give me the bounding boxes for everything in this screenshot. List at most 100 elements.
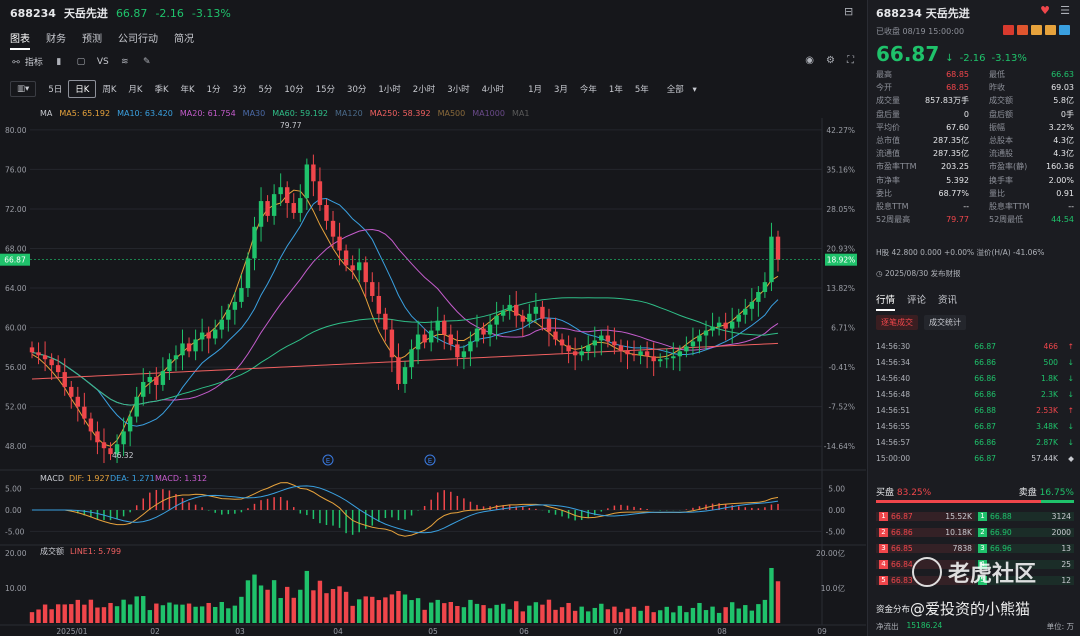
candle [324, 205, 329, 221]
tab-trade-stats[interactable]: 成交统计 [924, 315, 966, 330]
period-weekly[interactable]: 周K [102, 85, 117, 95]
square-icon[interactable]: ▢ [76, 56, 86, 67]
volume-bar [775, 581, 781, 623]
volume-bar [82, 604, 87, 623]
period-daily[interactable]: 日K [68, 80, 97, 98]
price-chart[interactable]: 80.00 76.00 72.00 68.00 64.00 60.00 56.00 52.00… [0, 0, 866, 636]
tab-tick-trades[interactable]: 逐笔成交 [876, 315, 918, 330]
candle-style-icon[interactable]: ▮ [56, 56, 62, 67]
candle [775, 236, 781, 260]
period-4h[interactable]: 4小时 [481, 85, 505, 95]
candle [703, 330, 709, 336]
camera-icon[interactable]: ◉ [805, 55, 815, 66]
period-selector: ▥▾ 5日 日K 周K 月K 季K 年K 1分 3分 5分 10分 15分 30… [10, 80, 703, 98]
period-3m[interactable]: 3月 [553, 85, 568, 95]
volume-bar [55, 604, 61, 623]
period-all[interactable]: 全部 ▾ [655, 81, 703, 97]
period-5min[interactable]: 5分 [258, 85, 273, 95]
volume-bar [173, 604, 179, 623]
volume-y-tick: 10.00 [5, 584, 27, 593]
stat-value: 44.54 [1051, 215, 1074, 225]
volume-bar [625, 608, 630, 623]
book-level: 2 [978, 527, 987, 537]
tab-chart[interactable]: 图表 [10, 30, 30, 50]
compare-button[interactable]: VS [96, 56, 109, 67]
period-monthly[interactable]: 月K [128, 85, 143, 95]
high-price-label: 79.77 [280, 121, 302, 130]
draw-icon[interactable]: ≋ [120, 56, 129, 67]
candle [271, 194, 277, 216]
trade-volume: 57.44K [1031, 453, 1058, 463]
stat-value: 287.35亿 [933, 136, 969, 146]
candle [160, 371, 166, 385]
candle [141, 381, 146, 397]
tab-quotes[interactable]: 行情 [876, 292, 896, 311]
candle [82, 406, 87, 419]
candle [173, 355, 179, 360]
stat-value: 4.3亿 [1053, 136, 1074, 146]
stat-value: 69.03 [1051, 83, 1074, 93]
pen-icon[interactable]: ✎ [142, 56, 151, 67]
stat-value: 0手 [1060, 109, 1074, 119]
y-tick-label: 72.00 [5, 205, 27, 214]
period-5d[interactable]: 5日 [48, 85, 63, 95]
ma-legend-item: MA5: 65.192 [59, 109, 111, 118]
volume-line-label: LINE1: 5.799 [70, 547, 121, 556]
period-ytd[interactable]: 今年 [579, 85, 597, 95]
book-row: 2 66.86 10.18K 2 66.90 2000 [876, 524, 1074, 540]
tab-forecast[interactable]: 预测 [82, 34, 102, 45]
stat-label: 流通值 [876, 149, 900, 159]
stat-value: 857.83万手 [925, 96, 969, 106]
fullscreen-icon[interactable]: ⛶ [847, 55, 854, 66]
tab-financials[interactable]: 财务 [46, 34, 66, 45]
stat-value: 3.22% [1048, 122, 1074, 132]
volume-bar [566, 602, 571, 623]
tab-comments[interactable]: 评论 [907, 295, 927, 306]
indicator-label: 指标 [24, 58, 43, 68]
book-half: 1 66.88 3124 [975, 511, 1074, 521]
period-1y[interactable]: 1年 [608, 85, 623, 95]
candle [618, 345, 624, 351]
period-quarterly[interactable]: 季K [154, 85, 169, 95]
book-volume: 13 [1061, 543, 1071, 553]
period-yearly[interactable]: 年K [180, 85, 195, 95]
candle [62, 372, 67, 387]
down-arrow-icon: ↓ [1067, 373, 1074, 383]
current-price-tag [0, 253, 30, 266]
period-1min[interactable]: 1分 [206, 85, 221, 95]
volume-bar [239, 596, 244, 623]
period-3min[interactable]: 3分 [232, 85, 247, 95]
trade-price: 66.87 [974, 421, 996, 431]
volume-bar [507, 609, 512, 623]
candle [710, 326, 715, 331]
menu-icon[interactable]: ☰ [1060, 4, 1070, 17]
book-half: 2 66.90 2000 [975, 527, 1074, 537]
period-2h[interactable]: 2小时 [412, 85, 436, 95]
volume-bar [95, 607, 100, 623]
candle [533, 306, 539, 314]
candle [455, 344, 460, 358]
candle [258, 201, 264, 227]
period-1h[interactable]: 1小时 [378, 85, 401, 95]
settings-icon[interactable]: ⚙ [826, 55, 835, 66]
tab-profile[interactable]: 简况 [174, 34, 194, 45]
trade-price: 66.88 [974, 405, 996, 415]
x-tick-label: 09 [817, 627, 827, 636]
period-3h[interactable]: 3小时 [447, 85, 470, 95]
collapse-icon[interactable]: ⊟ [844, 5, 854, 18]
period-1m[interactable]: 1月 [528, 85, 542, 95]
tab-corporate-actions[interactable]: 公司行动 [118, 34, 158, 45]
favorite-heart-icon[interactable]: ♥ [1040, 4, 1050, 17]
period-10min[interactable]: 10分 [284, 85, 304, 95]
tab-news[interactable]: 资讯 [938, 295, 958, 306]
period-30min[interactable]: 30分 [347, 85, 367, 95]
period-15min[interactable]: 15分 [315, 85, 336, 95]
candle [337, 236, 342, 251]
candle [245, 258, 251, 289]
period-5y[interactable]: 5年 [634, 85, 649, 95]
indicator-button[interactable]: ⚯ 指标 [10, 55, 43, 68]
volume-bar [644, 605, 650, 623]
volume-bar [710, 606, 715, 623]
chart-type-dropdown[interactable]: ▥▾ [10, 81, 37, 97]
volume-bar [36, 609, 41, 623]
